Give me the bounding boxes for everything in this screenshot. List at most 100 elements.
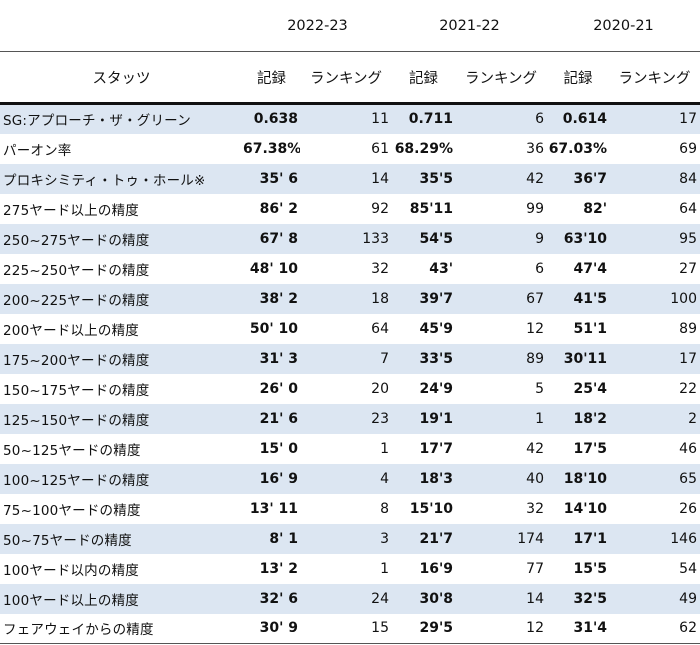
stats-body: SG:アプローチ・ザ・グリーン 0.638 11 0.711 6 0.614 17 パーオン率… — [0, 103, 700, 644]
record-2022-23-cell: 13' 11 — [249, 500, 298, 517]
stat-name-cell: 150~175ヤードの精度 — [3, 382, 150, 399]
ranking-2022-23-cell: 8 — [380, 500, 389, 517]
record-2021-22-cell: 85'11 — [409, 200, 453, 217]
record-2021-22-cell: 17'7 — [419, 440, 453, 457]
table-row: 100~125ヤードの精度 16' 9 4 18'3 40 18'10 65 — [0, 463, 700, 494]
ranking-2020-21-cell: 46 — [679, 440, 697, 457]
ranking-2020-21-cell: 146 — [670, 530, 697, 547]
record-2022-23-cell: 31' 3 — [259, 350, 298, 367]
record-2020-21-cell: 25'4 — [573, 380, 607, 397]
ranking-2021-22-cell: 174 — [517, 530, 544, 547]
record-2022-23-cell: 86' 2 — [259, 200, 298, 217]
record-2021-22-cell: 54'5 — [419, 230, 453, 247]
table-row: 100ヤード以上の精度 32' 6 24 30'8 14 32'5 49 — [0, 583, 700, 614]
ranking-column-header: ランキング — [464, 70, 538, 87]
ranking-2021-22-cell: 77 — [526, 560, 544, 577]
record-2021-22-cell: 68.29% — [394, 140, 453, 157]
table-row: SG:アプローチ・ザ・グリーン 0.638 11 0.711 6 0.614 17 — [0, 103, 700, 134]
ranking-2022-23-cell: 1 — [380, 560, 389, 577]
record-2020-21-cell: 63'10 — [563, 230, 607, 247]
ranking-2022-23-cell: 18 — [371, 290, 389, 307]
record-2022-23-cell: 13' 2 — [259, 560, 298, 577]
ranking-2022-23-cell: 32 — [371, 260, 389, 277]
record-2021-22-cell: 19'1 — [419, 410, 453, 427]
record-2022-23-cell: 67' 8 — [259, 230, 298, 247]
record-2022-23-cell: 8' 1 — [269, 530, 298, 547]
record-2022-23-cell: 32' 6 — [259, 590, 298, 607]
record-2021-22-cell: 39'7 — [419, 290, 453, 307]
record-2021-22-cell: 15'10 — [409, 500, 453, 517]
stat-name-cell: 200ヤード以上の精度 — [3, 322, 139, 339]
table-row: 200ヤード以上の精度 50' 10 64 45'9 12 51'1 89 — [0, 313, 700, 344]
record-2022-23-cell: 26' 0 — [259, 380, 298, 397]
stat-name-cell: プロキシミティ・トゥ・ホール※ — [3, 172, 206, 189]
stat-name-cell: フェアウェイからの精度 — [3, 622, 154, 639]
record-2021-22-cell: 43' — [429, 260, 453, 277]
stat-name-cell: 250~275ヤードの精度 — [3, 232, 150, 249]
ranking-2020-21-cell: 17 — [679, 350, 697, 367]
table-row: パーオン率 67.38% 61 68.29% 36 67.03% 69 — [0, 133, 700, 164]
ranking-2020-21-cell: 64 — [679, 200, 697, 217]
table-row: 75~100ヤードの精度 13' 11 8 15'10 32 14'10 26 — [0, 493, 700, 524]
ranking-2022-23-cell: 20 — [371, 380, 389, 397]
stat-name-cell: 75~100ヤードの精度 — [3, 502, 141, 519]
stat-name-cell: 200~225ヤードの精度 — [3, 292, 150, 309]
ranking-2021-22-cell: 99 — [526, 200, 544, 217]
season-header-2021-22: 2021-22 — [439, 17, 500, 34]
table-row: 200~225ヤードの精度 38' 2 18 39'7 67 41'5 100 — [0, 283, 700, 314]
ranking-2020-21-cell: 100 — [670, 290, 697, 307]
stat-name-cell: 50~125ヤードの精度 — [3, 442, 141, 459]
record-2021-22-cell: 18'3 — [419, 470, 453, 487]
ranking-2022-23-cell: 64 — [371, 320, 389, 337]
ranking-2020-21-cell: 69 — [679, 140, 697, 157]
stat-name-cell: 100ヤード以内の精度 — [3, 562, 139, 579]
table-row: プロキシミティ・トゥ・ホール※ 35' 6 14 35'5 42 36'7 84 — [0, 163, 700, 194]
ranking-2022-23-cell: 133 — [362, 230, 389, 247]
blank-header-cell — [0, 0, 243, 52]
record-2021-22-cell: 16'9 — [419, 560, 453, 577]
record-2021-22-cell: 21'7 — [419, 530, 453, 547]
record-2021-22-cell: 0.711 — [408, 111, 453, 128]
ranking-2021-22-cell: 40 — [526, 470, 544, 487]
ranking-2021-22-cell: 9 — [535, 230, 544, 247]
ranking-2021-22-cell: 1 — [535, 410, 544, 427]
ranking-2020-21-cell: 54 — [679, 560, 697, 577]
record-2020-21-cell: 18'10 — [563, 470, 607, 487]
record-2022-23-cell: 15' 0 — [259, 440, 298, 457]
ranking-2021-22-cell: 12 — [526, 320, 544, 337]
ranking-2022-23-cell: 7 — [380, 350, 389, 367]
record-2022-23-cell: 48' 10 — [249, 260, 298, 277]
record-2022-23-cell: 67.38% — [243, 140, 300, 157]
ranking-column-header: ランキング — [309, 70, 383, 87]
record-2020-21-cell: 18'2 — [573, 410, 607, 427]
ranking-2022-23-cell: 3 — [380, 530, 389, 547]
stat-name-cell: 100~125ヤードの精度 — [3, 472, 150, 489]
record-column-header: 記録 — [409, 70, 438, 87]
ranking-2021-22-cell: 32 — [526, 500, 544, 517]
record-2020-21-cell: 51'1 — [573, 320, 607, 337]
table-row: 250~275ヤードの精度 67' 8 133 54'5 9 63'10 95 — [0, 223, 700, 254]
stat-name-cell: SG:アプローチ・ザ・グリーン — [3, 113, 191, 130]
ranking-2022-23-cell: 14 — [371, 170, 389, 187]
record-2020-21-cell: 32'5 — [573, 590, 607, 607]
record-2020-21-cell: 67.03% — [548, 140, 607, 157]
record-2022-23-cell: 0.638 — [253, 111, 298, 128]
record-2022-23-cell: 50' 10 — [249, 320, 298, 337]
record-2022-23-cell: 35' 6 — [259, 170, 298, 187]
record-2021-22-cell: 33'5 — [419, 350, 453, 367]
record-2020-21-cell: 14'10 — [563, 500, 607, 517]
ranking-2021-22-cell: 67 — [526, 290, 544, 307]
record-2020-21-cell: 17'5 — [573, 440, 607, 457]
record-2021-22-cell: 35'5 — [419, 170, 453, 187]
ranking-2021-22-cell: 6 — [535, 260, 544, 277]
season-header-row: 2022-23 2021-22 2020-21 — [0, 0, 700, 52]
stat-name-cell: 175~200ヤードの精度 — [3, 352, 150, 369]
record-2020-21-cell: 82' — [583, 200, 607, 217]
ranking-2020-21-cell: 17 — [679, 111, 697, 128]
stat-name-cell: 125~150ヤードの精度 — [3, 412, 150, 429]
table-row: 50~125ヤードの精度 15' 0 1 17'7 42 17'5 46 — [0, 433, 700, 464]
record-2021-22-cell: 24'9 — [419, 380, 453, 397]
record-column-header: 記録 — [257, 70, 286, 87]
ranking-2022-23-cell: 24 — [371, 590, 389, 607]
